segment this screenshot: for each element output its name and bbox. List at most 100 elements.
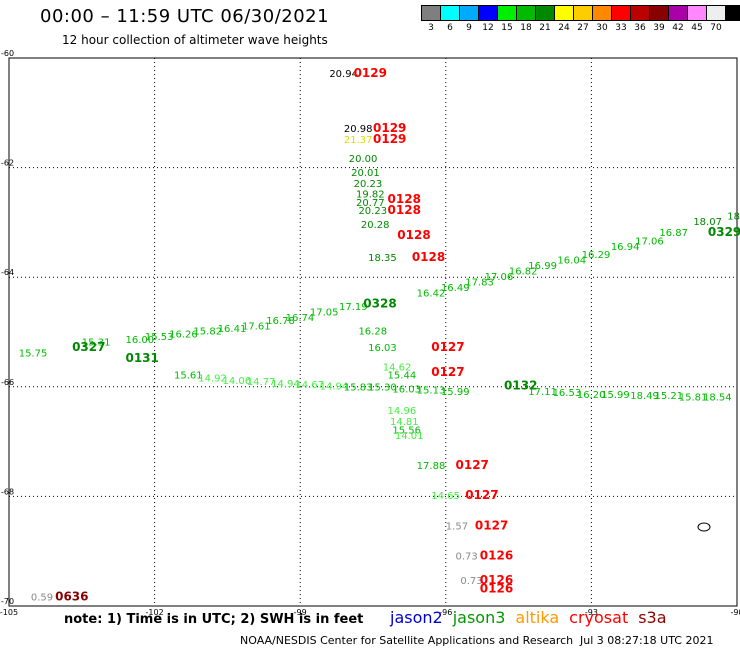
scale-label: 70 — [710, 23, 722, 33]
longitude-label: -102 — [146, 608, 164, 617]
wave-height-value: 14.96 — [388, 406, 417, 417]
wave-height-value: 16.94 — [611, 242, 640, 253]
scale-label: 33 — [615, 23, 627, 33]
mission-cryosat: cryosat — [569, 608, 629, 627]
wave-height-value: 15.99 — [601, 390, 630, 401]
wave-height-value: 17.05 — [310, 308, 339, 319]
wave-height-value: 16.04 — [557, 256, 586, 267]
scale-swatch: 24 — [554, 5, 574, 33]
track-time-label: 0126 — [480, 548, 513, 562]
wave-height-value: 16.29 — [582, 250, 611, 261]
wave-height-value: 16.41 — [218, 324, 247, 335]
latitude-label: -64 — [1, 268, 14, 277]
wave-height-value: 14.77 — [247, 377, 276, 388]
wave-height-value: 15.44 — [388, 371, 417, 382]
scale-label: 30 — [596, 23, 608, 33]
wave-height-value: 15.30 — [368, 383, 397, 394]
wave-height-value: 14.67 — [295, 380, 324, 391]
scale-label: 21 — [539, 23, 551, 33]
wave-height-value: 0.59 — [31, 593, 53, 604]
wave-height-value: 17.88 — [417, 461, 446, 472]
scale-swatch — [725, 5, 740, 33]
scale-swatch: 33 — [611, 5, 631, 33]
wave-height-value: 15.31 — [82, 338, 111, 349]
wave-height-value: 14.06 — [223, 376, 252, 387]
wave-height-value: 18.49 — [630, 391, 659, 402]
wave-height-value: 18.54 — [703, 393, 732, 404]
wave-height-value: 15.99 — [441, 387, 470, 398]
generated-timestamp: Jul 3 08:27:18 UTC 2021 — [580, 634, 714, 647]
map-frame — [8, 57, 738, 607]
wave-height-value: 15.81 — [679, 393, 708, 404]
wave-height-value: 1.57 — [446, 521, 468, 532]
wave-height-value: 16.87 — [659, 228, 688, 239]
scale-swatch: 12 — [478, 5, 498, 33]
wave-height-value: 15.82 — [193, 327, 222, 338]
track-time-label: 0328 — [363, 296, 396, 310]
longitude-label: -90 — [730, 608, 740, 617]
wave-height-value: 17.06 — [485, 272, 514, 283]
page-subtitle: 12 hour collection of altimeter wave hei… — [62, 33, 328, 47]
wave-height-value: 16.28 — [358, 327, 387, 338]
scale-label: 39 — [653, 23, 665, 33]
wave-height-value: 16.00 — [125, 335, 154, 346]
track-labels: 0129012901290128012801280128012701270127… — [55, 66, 740, 603]
wave-height-value: 20.94 — [329, 69, 358, 80]
wave-height-value: 20.28 — [361, 220, 390, 231]
wave-height-value: 16.82 — [509, 266, 538, 277]
wave-height-value: 0.73 — [460, 576, 482, 587]
wave-height-value: 15.75 — [19, 349, 48, 360]
wave-height-value: 15.21 — [654, 391, 683, 402]
wave-height-values: 20.9420.9821.3720.0020.0120.2319.8220.77… — [19, 69, 740, 603]
scale-label: 18 — [520, 23, 532, 33]
wave-height-value: 15.83 — [344, 383, 373, 394]
wave-height-value: 16.03 — [392, 384, 421, 395]
track-time-label: 0126 — [480, 581, 513, 595]
wave-height-value: 0.73 — [456, 551, 478, 562]
wave-height-value: 16.49 — [441, 283, 470, 294]
mission-altika: altika — [515, 608, 560, 627]
track-time-label: 0127 — [431, 365, 464, 379]
wave-height-value: 17.19 — [339, 302, 368, 313]
wave-height-value: 16.42 — [417, 288, 446, 299]
mission-jason3: jason3 — [452, 608, 506, 627]
track-time-label: 0132 — [504, 379, 537, 393]
latitude-label: -66 — [1, 378, 14, 387]
axis-labels: -105 -102 -99 -96 -93 -90 -60 -62 -64 -66 -68 -70 — [0, 49, 740, 617]
longitude-label: -96 — [439, 608, 452, 617]
wave-height-value: 18.7 — [727, 212, 740, 223]
scale-label: 24 — [558, 23, 570, 33]
wave-height-value: 16.53 — [553, 388, 582, 399]
mission-jason2: jason2 — [390, 608, 443, 627]
wave-height-value: 20.23 — [354, 179, 383, 190]
latitude-label: -60 — [1, 49, 14, 58]
scale-label: 3 — [428, 23, 434, 33]
wave-height-value: 16.99 — [528, 261, 557, 272]
track-time-label: 0636 — [55, 590, 88, 604]
latitude-label: -68 — [1, 487, 14, 496]
wave-height-value: 16.20 — [577, 390, 606, 401]
track-time-label: 0129 — [373, 121, 406, 135]
wave-height-value: 15.13 — [417, 385, 446, 396]
mission-s3a: s3a — [638, 608, 667, 627]
wave-height-value: 15.56 — [392, 425, 421, 436]
track-time-label: 0129 — [373, 132, 406, 146]
wave-height-value: 18.07 — [693, 217, 722, 228]
wave-height-value: 16.74 — [286, 313, 315, 324]
track-time-label: 0127 — [475, 518, 508, 532]
wave-height-value: 20.77 — [356, 198, 385, 209]
units-note: note: 1) Time is in UTC; 2) SWH is in fe… — [64, 612, 364, 627]
wave-height-value: 20.98 — [344, 124, 373, 135]
wave-height-value: 20.00 — [349, 154, 378, 165]
longitude-label: -93 — [585, 608, 598, 617]
page-title: 00:00 – 11:59 UTC 06/30/2021 — [40, 6, 330, 27]
wave-height-value: 16.03 — [368, 343, 397, 354]
longitude-label: -99 — [294, 608, 307, 617]
wave-height-value: 17.83 — [465, 277, 494, 288]
track-time-label: 0129 — [354, 66, 387, 80]
wave-height-value: 14.01 — [395, 431, 424, 442]
wave-height-value: 16.26 — [169, 329, 198, 340]
latitude-label: -62 — [1, 159, 14, 168]
track-time-label: 0329 — [708, 225, 740, 239]
